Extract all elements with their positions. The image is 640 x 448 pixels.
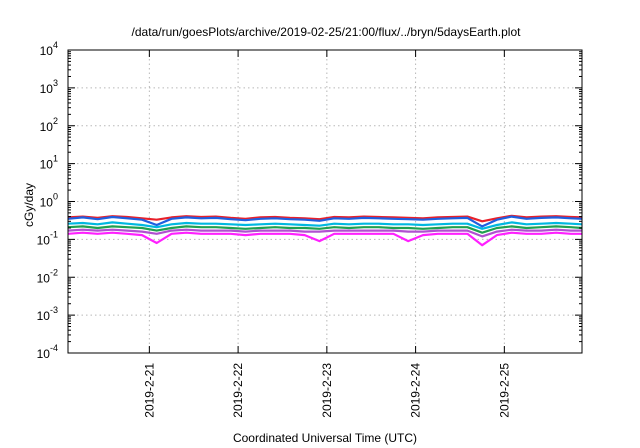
- grid: [68, 50, 582, 353]
- x-tick-label: 2019-2-24: [409, 363, 423, 418]
- y-tick-label: 103: [40, 78, 58, 96]
- y-axis-label: cGy/day: [22, 183, 36, 227]
- series-layer: [67, 214, 583, 247]
- series-line-4: [67, 225, 583, 234]
- y-tick-label: 10-2: [37, 267, 58, 285]
- y-axis: 10-4 10-3 10-2 10-1 100 101 102 103 104: [37, 40, 582, 361]
- series-line-1: [67, 214, 583, 223]
- y-tick-label: 10-3: [37, 305, 58, 323]
- series-line-6: [67, 231, 582, 247]
- x-axis: 2019-2-21 2019-2-22 2019-2-23 2019-2-24 2019…: [142, 50, 511, 418]
- series-line-2: [67, 215, 583, 228]
- y-tick-label: 102: [40, 116, 58, 134]
- x-axis-label: Coordinated Universal Time (UTC): [233, 431, 417, 445]
- series-line-5: [67, 228, 582, 238]
- x-tick-label: 2019-2-21: [142, 363, 156, 418]
- series-line-3: [67, 221, 583, 230]
- y-tick-label: 10-4: [37, 343, 58, 361]
- y-tick-label: 101: [40, 154, 58, 172]
- x-tick-label: 2019-2-25: [497, 363, 511, 418]
- x-tick-label: 2019-2-23: [320, 363, 334, 418]
- x-tick-label: 2019-2-22: [231, 363, 245, 418]
- y-tick-label: 10-1: [37, 229, 58, 247]
- chart-title: /data/run/goesPlots/archive/2019-02-25/2…: [132, 25, 522, 39]
- y-tick-label: 100: [40, 192, 58, 210]
- y-tick-label: 104: [40, 40, 58, 58]
